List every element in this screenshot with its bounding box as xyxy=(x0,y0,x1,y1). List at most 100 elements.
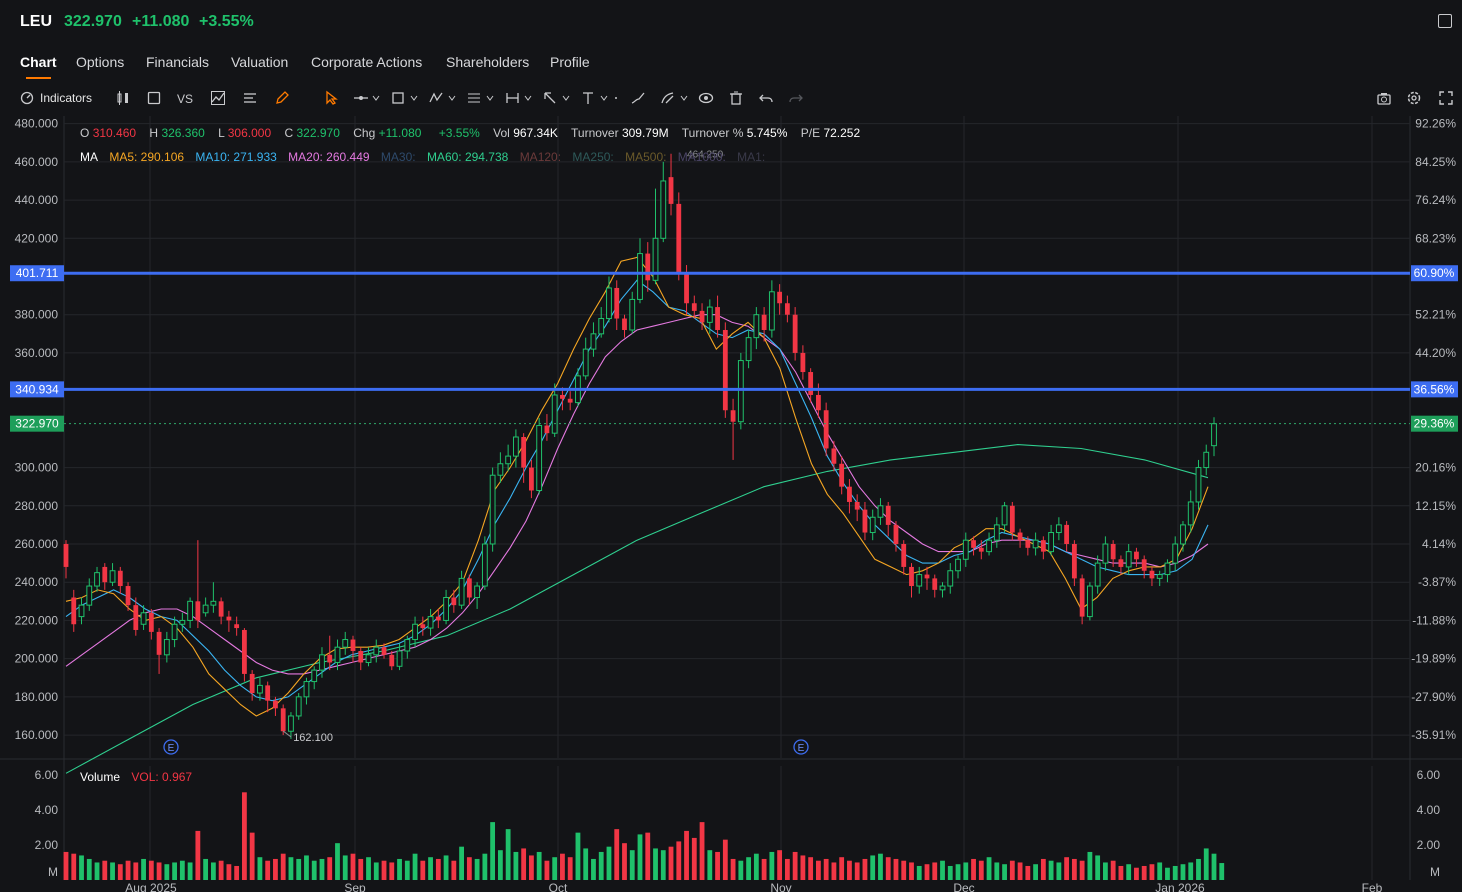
candle-body-down xyxy=(909,566,914,587)
text-align-icon[interactable] xyxy=(242,90,258,106)
volume-bar xyxy=(707,850,713,880)
volume-bar xyxy=(753,853,759,880)
vol-label: Vol xyxy=(493,126,510,140)
volume-bar xyxy=(71,853,77,880)
volume-bar xyxy=(133,862,139,880)
volume-bar xyxy=(172,862,177,880)
ma1000-legend[interactable]: MA1000: xyxy=(677,150,726,164)
volume-bar xyxy=(567,857,573,880)
fib-tool-icon[interactable] xyxy=(466,90,494,106)
text-tool-icon[interactable] xyxy=(580,90,620,106)
pe-label: P/E xyxy=(800,126,821,140)
tab-profile[interactable]: Profile xyxy=(550,54,590,70)
ma30-legend[interactable]: MA30: xyxy=(380,150,416,164)
candle-body-up xyxy=(512,436,519,457)
y-tick-label: 200.000 xyxy=(15,652,59,666)
indicators-button[interactable]: Indicators xyxy=(40,91,93,105)
chg-value: +11.080 xyxy=(378,126,422,140)
vol-value: 967.34K xyxy=(513,126,558,140)
volume-bar xyxy=(676,841,682,880)
measure-tool-icon[interactable] xyxy=(504,90,532,106)
redo-icon[interactable] xyxy=(788,90,804,106)
pattern-tool-icon[interactable] xyxy=(428,90,456,106)
candle-body-up xyxy=(986,539,992,553)
candle-body-up xyxy=(962,539,969,560)
volume-bar xyxy=(1040,858,1046,880)
candle-body-down xyxy=(1118,559,1124,567)
volume-bar xyxy=(1087,851,1093,880)
ma20-legend[interactable]: MA20: 260.449 xyxy=(288,150,370,164)
candle-body-up xyxy=(458,577,465,606)
candle-body-down xyxy=(808,372,814,395)
fullscreen-icon[interactable] xyxy=(1438,90,1454,106)
cursor-icon[interactable] xyxy=(324,90,340,106)
settings-gear-icon[interactable] xyxy=(1406,90,1422,106)
ma250-legend[interactable]: MA250: xyxy=(572,150,614,164)
ma5-legend[interactable]: MA5: 290.106 xyxy=(109,150,185,164)
horizontal-line-tool-icon[interactable] xyxy=(352,90,380,106)
volume-bar xyxy=(715,851,720,880)
tab-financials[interactable]: Financials xyxy=(146,54,210,70)
candle-body-down xyxy=(521,437,527,468)
y-tick-label: 440.000 xyxy=(15,193,59,207)
ma120-legend[interactable]: MA120: xyxy=(519,150,562,164)
square-icon[interactable] xyxy=(146,90,162,106)
ma10-legend[interactable]: MA10: 271.933 xyxy=(195,150,277,164)
turnover-value: 309.79M xyxy=(621,126,669,140)
candle-body-up xyxy=(474,585,481,598)
exit-fullscreen-icon[interactable] xyxy=(1438,14,1452,28)
indicators-icon[interactable] xyxy=(20,91,34,105)
ma500-legend[interactable]: MA500: xyxy=(625,150,667,164)
candle-body-down xyxy=(800,352,806,373)
tab-corporate-actions[interactable]: Corporate Actions xyxy=(311,54,423,70)
y-tick-label-pct: 52.21% xyxy=(1415,308,1456,322)
volume-bar xyxy=(653,848,658,880)
y-tick-label-pct: -19.89% xyxy=(1411,652,1456,666)
tab-options[interactable]: Options xyxy=(76,54,125,70)
candle-body-down xyxy=(1064,524,1070,544)
draw-tool-icon[interactable] xyxy=(660,90,688,106)
arrow-tool-icon[interactable] xyxy=(542,90,570,106)
undo-icon[interactable] xyxy=(758,90,774,106)
candle-body-up xyxy=(505,455,512,465)
tab-valuation[interactable]: Valuation xyxy=(231,54,289,70)
ma1-legend[interactable]: MA1: xyxy=(737,150,766,164)
brush-tool-icon[interactable] xyxy=(630,90,646,106)
candle-body-down xyxy=(885,505,891,525)
camera-icon[interactable] xyxy=(1376,90,1392,106)
volume-bar xyxy=(226,864,232,880)
eye-icon[interactable] xyxy=(698,90,714,106)
pencil-icon[interactable] xyxy=(274,90,290,106)
volume-bar xyxy=(1203,848,1209,880)
chart-style-icon[interactable] xyxy=(210,90,226,106)
tab-shareholders[interactable]: Shareholders xyxy=(446,54,530,70)
candle-body-down xyxy=(847,486,852,502)
candle-body-up xyxy=(551,394,558,434)
candle-body-up xyxy=(768,291,775,331)
volume-bar xyxy=(373,862,379,880)
candle-body-up xyxy=(109,570,116,583)
candle-body-up xyxy=(753,314,760,339)
ma60-legend[interactable]: MA60: 294.738 xyxy=(426,150,509,164)
shape-tool-icon[interactable] xyxy=(390,90,418,106)
compare-vs-button[interactable]: VS xyxy=(177,92,194,106)
candle-body-up xyxy=(171,623,178,641)
candle-body-up xyxy=(311,669,318,683)
trash-icon[interactable] xyxy=(728,90,744,106)
candle-body-down xyxy=(133,605,139,630)
candle-body-down xyxy=(280,708,286,732)
volume-bar xyxy=(389,862,395,880)
tab-chart[interactable]: Chart xyxy=(20,54,57,79)
candle-body-up xyxy=(536,425,543,491)
volume-bar xyxy=(435,858,441,880)
horizontal-line-pct-label: 60.90% xyxy=(1414,266,1455,280)
volume-bar xyxy=(1172,865,1178,880)
ma10-line xyxy=(65,279,1209,702)
y-tick-label: 180.000 xyxy=(15,690,59,704)
low-annotation-leader xyxy=(282,730,292,738)
volume-bar xyxy=(187,862,193,880)
candle-body-down xyxy=(1071,544,1077,579)
candle-type-icon[interactable] xyxy=(115,90,131,106)
x-tick-label: Nov xyxy=(770,881,791,892)
